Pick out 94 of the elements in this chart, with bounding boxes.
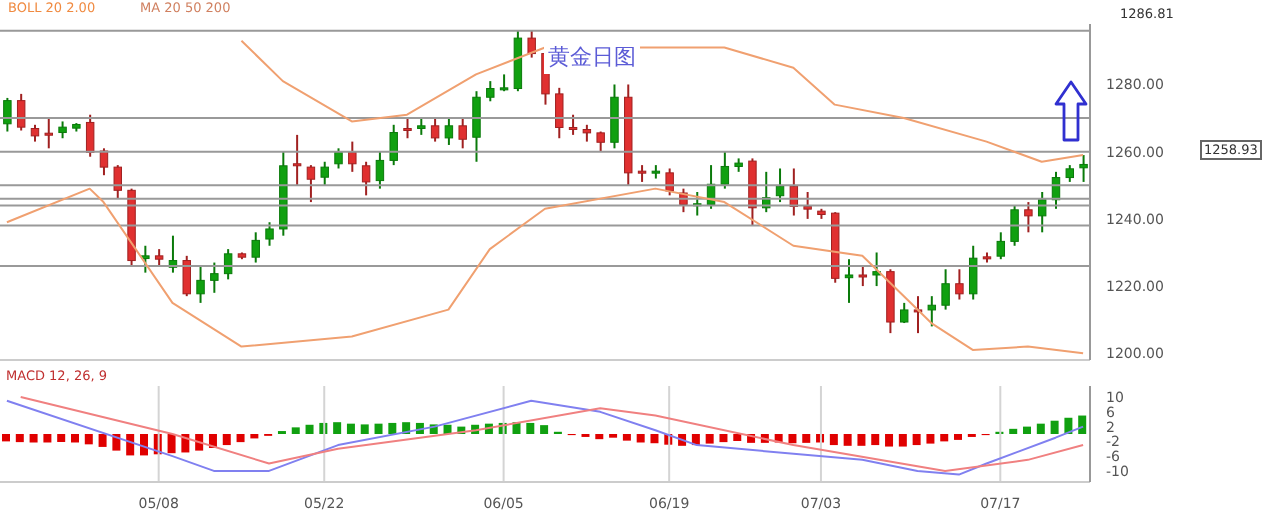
candlestick (872, 251, 881, 288)
candlestick (141, 244, 150, 274)
candlestick (927, 295, 937, 328)
candlestick (430, 117, 440, 143)
candlestick (196, 264, 205, 304)
candlestick (210, 261, 219, 294)
bar (526, 422, 535, 434)
bar (346, 423, 355, 434)
bar (84, 434, 93, 445)
bar (70, 434, 79, 443)
bar (705, 434, 714, 444)
bar (1050, 420, 1059, 434)
bar (940, 434, 949, 442)
candlestick (775, 167, 785, 204)
candlestick (182, 254, 191, 298)
candlestick (458, 117, 467, 150)
bar (595, 434, 604, 440)
text: 黄金日图 (544, 40, 640, 74)
candlestick (444, 117, 454, 146)
bar (374, 423, 383, 434)
candlestick (16, 92, 26, 132)
candlestick (941, 268, 950, 311)
candlestick (265, 221, 274, 247)
bar (29, 434, 38, 443)
candlestick (803, 191, 812, 220)
candlestick (334, 147, 343, 170)
candlestick (844, 258, 854, 304)
bar (802, 434, 811, 443)
candlestick (348, 140, 357, 173)
candlestick (1079, 154, 1088, 183)
candlestick (527, 29, 536, 59)
candlestick (748, 157, 757, 227)
candlestick (996, 231, 1006, 261)
bar (885, 434, 894, 447)
bar (2, 434, 10, 442)
candlestick (720, 150, 730, 190)
bar (1078, 415, 1087, 434)
candlestick (968, 244, 978, 301)
candlestick (389, 123, 398, 167)
candlestick (472, 90, 481, 163)
bar (912, 434, 921, 446)
bar (1023, 426, 1032, 434)
candlestick (568, 113, 578, 136)
bar (650, 434, 659, 444)
line-series (240, 39, 1085, 163)
bar (98, 434, 107, 447)
bar (622, 434, 631, 441)
bar (843, 434, 852, 446)
candlestick (403, 117, 412, 140)
bar (788, 434, 797, 444)
candlestick (320, 160, 329, 187)
bar (829, 434, 838, 446)
bar (733, 434, 742, 442)
candlestick (610, 83, 619, 150)
bar (236, 434, 245, 443)
bar (857, 434, 866, 446)
candlestick (306, 164, 316, 204)
line-series (5, 187, 1085, 355)
bar (222, 434, 231, 446)
bar (540, 425, 549, 434)
candlestick (665, 167, 674, 197)
bar (333, 422, 342, 434)
candlestick (113, 164, 122, 200)
bar (291, 427, 300, 434)
bar (1009, 428, 1018, 434)
candlestick (1010, 204, 1019, 247)
bar (636, 434, 645, 443)
bar (15, 434, 24, 443)
candlestick (85, 113, 95, 158)
bar (43, 434, 52, 443)
bar (167, 434, 176, 454)
bar (360, 424, 369, 434)
candlestick (1037, 191, 1047, 234)
candlestick (486, 80, 495, 103)
candlestick (858, 264, 868, 288)
candlestick (292, 133, 302, 187)
candlestick (223, 248, 233, 281)
bar (871, 434, 880, 446)
bar (305, 424, 314, 434)
candlestick (555, 86, 564, 140)
bar (388, 422, 397, 434)
candlestick (955, 268, 964, 301)
bar (1036, 423, 1045, 434)
candlestick (375, 150, 385, 190)
bar (57, 434, 66, 443)
bar (926, 434, 935, 444)
candlestick (251, 231, 260, 264)
bar (954, 434, 963, 440)
bar (719, 434, 728, 443)
candlestick (44, 117, 53, 150)
bar (898, 434, 907, 447)
candlestick (3, 96, 12, 133)
candlestick (1024, 201, 1033, 234)
candlestick (361, 160, 371, 197)
